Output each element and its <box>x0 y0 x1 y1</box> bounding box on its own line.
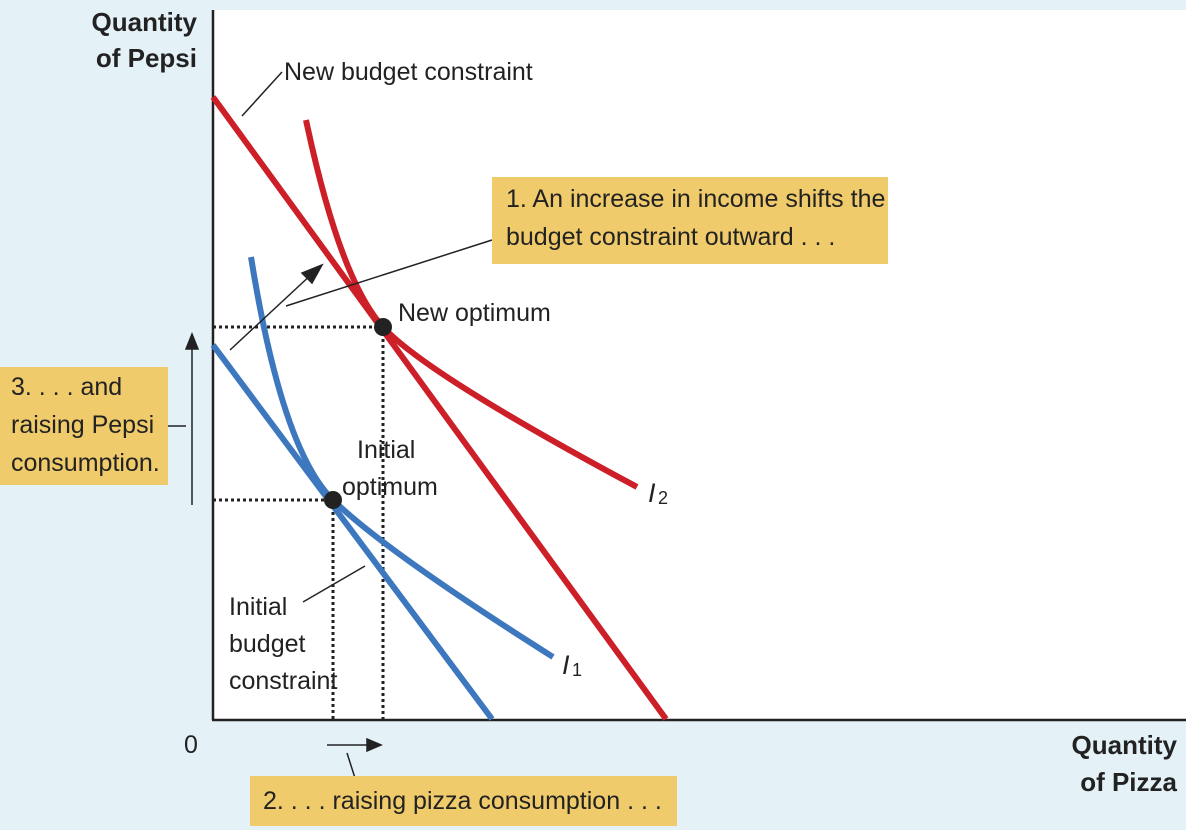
initial-budget-line <box>210 343 495 721</box>
i1-label-subscript: 1 <box>572 660 582 680</box>
pizza-arrowhead <box>366 737 383 753</box>
outward-shift-arrow <box>229 271 315 351</box>
callout2-leader <box>346 752 356 779</box>
new-budget-leader <box>241 71 283 117</box>
new-budget-label: New budget constraint <box>284 58 533 86</box>
x-axis-title-line2: of Pizza <box>1080 767 1177 797</box>
initial-budget-label-line1: Initial <box>229 593 287 621</box>
callout-pepsi-box <box>0 367 168 485</box>
i2-label-subscript: 2 <box>658 488 668 508</box>
initial-budget-label-line2: budget <box>229 630 306 658</box>
callout-income-box <box>492 177 888 264</box>
callout-pizza-text: 2. . . . raising pizza consumption . . . <box>263 787 662 815</box>
callout-pizza-box <box>250 776 677 826</box>
initial-budget-leader <box>302 565 366 603</box>
initial-optimum-point <box>324 491 342 509</box>
callout1-leader <box>285 239 493 307</box>
origin-label: 0 <box>184 731 198 759</box>
pepsi-arrowhead <box>184 331 200 350</box>
callout-income-line1: 1. An increase in income shifts the <box>506 185 885 213</box>
initial-budget-label-line3: constraint <box>229 667 337 695</box>
shift-arrows <box>184 263 383 753</box>
callout-pepsi-line2: raising Pepsi <box>11 411 154 439</box>
new-optimum-point <box>374 318 392 336</box>
outward-shift-arrowhead <box>300 263 324 285</box>
guide-lines <box>213 325 385 720</box>
y-axis-title-line2: of Pepsi <box>96 43 197 73</box>
y-axis-title-line1: Quantity <box>92 7 198 37</box>
initial-optimum-label-line1: Initial <box>357 436 415 464</box>
new-optimum-label: New optimum <box>398 299 551 327</box>
initial-optimum-label-line2: optimum <box>342 473 438 501</box>
i2-label-letter: I <box>648 478 656 508</box>
i1-label-letter: I <box>562 650 570 680</box>
callout-pepsi-line3: consumption. <box>11 449 160 477</box>
new-budget-line <box>210 95 669 721</box>
callout-income-line2: budget constraint outward . . . <box>506 223 835 251</box>
x-axis-title-line1: Quantity <box>1072 730 1178 760</box>
callout-pepsi-line1: 3. . . . and <box>11 373 122 401</box>
plot-area <box>213 10 1186 720</box>
leader-lines <box>168 71 493 779</box>
